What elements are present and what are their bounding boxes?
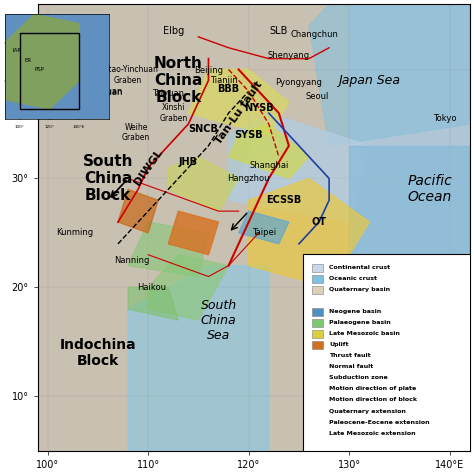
- Polygon shape: [37, 4, 349, 451]
- Text: South
China
Block: South China Block: [82, 154, 133, 203]
- FancyBboxPatch shape: [311, 264, 323, 272]
- Text: Beijing: Beijing: [194, 66, 223, 75]
- Polygon shape: [148, 255, 228, 320]
- Text: Pacific
Ocean: Pacific Ocean: [407, 174, 452, 204]
- Text: Tan-Lu fault: Tan-Lu fault: [213, 80, 264, 146]
- Polygon shape: [168, 157, 238, 211]
- Polygon shape: [168, 211, 219, 255]
- Polygon shape: [249, 179, 369, 287]
- Text: IAP: IAP: [12, 48, 21, 53]
- Text: South
China
Sea: South China Sea: [201, 299, 237, 342]
- Text: Seoul: Seoul: [305, 92, 329, 101]
- Text: Uplift: Uplift: [329, 342, 349, 347]
- Text: Normal fault: Normal fault: [329, 365, 374, 369]
- Text: Kunming: Kunming: [56, 228, 93, 237]
- Text: BBB: BBB: [218, 84, 240, 94]
- Text: Taipei: Taipei: [252, 228, 276, 237]
- Text: SLB: SLB: [270, 27, 288, 36]
- Text: Quaternary basin: Quaternary basin: [329, 287, 391, 292]
- FancyBboxPatch shape: [311, 286, 323, 294]
- Text: Shenyang: Shenyang: [268, 51, 310, 60]
- Text: Subduction zone: Subduction zone: [329, 375, 388, 381]
- FancyBboxPatch shape: [311, 341, 323, 349]
- Text: NYSB: NYSB: [244, 103, 273, 113]
- Text: Palaeogene basin: Palaeogene basin: [329, 320, 391, 325]
- Text: Taiyuan: Taiyuan: [152, 89, 184, 98]
- Text: Pyongyang: Pyongyang: [275, 78, 322, 87]
- Text: Japan Sea: Japan Sea: [338, 74, 401, 87]
- Text: Continental crust: Continental crust: [329, 265, 391, 270]
- Text: North
China
Block: North China Block: [154, 55, 203, 105]
- FancyBboxPatch shape: [311, 274, 323, 283]
- Text: Motion direction of block: Motion direction of block: [329, 398, 417, 402]
- Polygon shape: [228, 113, 369, 222]
- Text: SNCB: SNCB: [189, 125, 219, 135]
- Text: Hangzhou: Hangzhou: [228, 174, 270, 183]
- FancyBboxPatch shape: [303, 254, 474, 451]
- Text: Late Mesozoic basin: Late Mesozoic basin: [329, 331, 400, 336]
- FancyBboxPatch shape: [311, 308, 323, 316]
- Text: Changchun: Changchun: [290, 30, 338, 39]
- Text: Elbg: Elbg: [163, 27, 184, 36]
- Text: Tokyo: Tokyo: [433, 114, 456, 123]
- Text: Paleocene-Eocene extension: Paleocene-Eocene extension: [329, 419, 430, 425]
- Text: ER: ER: [24, 58, 31, 63]
- Text: Thrust fault: Thrust fault: [329, 353, 371, 358]
- Bar: [19, 33, 79, 109]
- Text: Quaternary extension: Quaternary extension: [329, 409, 406, 413]
- Polygon shape: [128, 222, 209, 276]
- Text: DIWGL: DIWGL: [132, 148, 164, 188]
- Text: Indochina
Block: Indochina Block: [60, 337, 136, 368]
- Polygon shape: [118, 189, 158, 233]
- Polygon shape: [228, 113, 369, 222]
- Text: OT: OT: [311, 217, 327, 227]
- Polygon shape: [128, 287, 178, 320]
- Text: Tianjin: Tianjin: [210, 76, 237, 85]
- Text: Haikou: Haikou: [137, 283, 166, 292]
- FancyBboxPatch shape: [311, 319, 323, 327]
- Polygon shape: [228, 124, 309, 179]
- Text: Yinchuan: Yinchuan: [84, 88, 122, 97]
- Text: ECSSB: ECSSB: [266, 195, 301, 205]
- Text: Weihe
Graben: Weihe Graben: [122, 123, 150, 142]
- Polygon shape: [5, 14, 79, 109]
- Polygon shape: [188, 70, 289, 135]
- Text: Late Mesozoic extension: Late Mesozoic extension: [329, 430, 416, 436]
- Polygon shape: [349, 4, 470, 451]
- Text: Nanning: Nanning: [114, 255, 150, 264]
- Text: PSP: PSP: [35, 67, 45, 72]
- Text: Neogene basin: Neogene basin: [329, 309, 382, 314]
- Text: Yinchuan: Yinchuan: [84, 87, 122, 96]
- Polygon shape: [349, 146, 470, 451]
- Text: Hetao-Yinchuan
Graben: Hetao-Yinchuan Graben: [98, 65, 158, 85]
- Polygon shape: [238, 211, 289, 244]
- FancyBboxPatch shape: [311, 330, 323, 338]
- Text: JHB: JHB: [179, 157, 198, 167]
- Text: Shanghai: Shanghai: [249, 161, 289, 170]
- Text: Xinshi
Graben: Xinshi Graben: [159, 103, 187, 123]
- Text: SYSB: SYSB: [234, 130, 263, 140]
- Text: Motion direction of plate: Motion direction of plate: [329, 386, 417, 392]
- Polygon shape: [309, 4, 470, 146]
- Polygon shape: [128, 265, 269, 451]
- Text: Oceanic crust: Oceanic crust: [329, 276, 377, 281]
